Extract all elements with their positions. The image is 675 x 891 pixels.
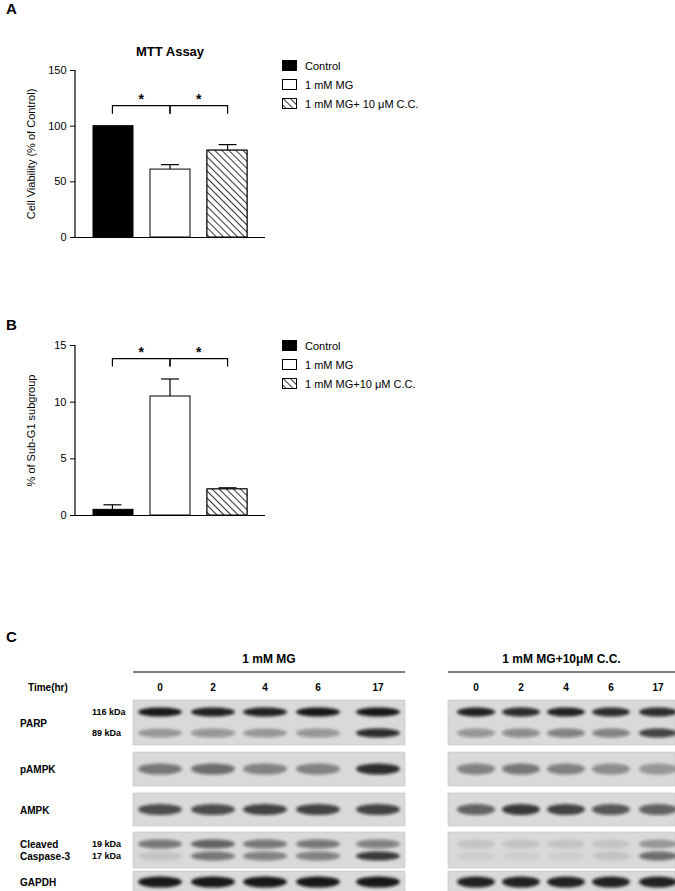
svg-text:6: 6: [315, 682, 321, 693]
svg-text:*: *: [138, 91, 144, 107]
html-text:A: A: [6, 0, 17, 17]
svg-text:50: 50: [54, 175, 66, 187]
svg-text:Cleaved: Cleaved: [20, 839, 58, 850]
svg-text:17: 17: [652, 682, 664, 693]
svg-text:% of Sub-G1 subgroup: % of Sub-G1 subgroup: [25, 375, 37, 487]
html-text:MTT Assay: MTT Assay: [135, 44, 205, 59]
svg-text:Cell Viability (% of Control): Cell Viability (% of Control): [25, 89, 37, 220]
svg-text:0: 0: [60, 231, 66, 243]
svg-text:AMPK: AMPK: [20, 805, 50, 816]
svg-text:Time(hr): Time(hr): [28, 682, 68, 693]
svg-text:10: 10: [54, 396, 66, 408]
svg-text:pAMPK: pAMPK: [20, 764, 56, 775]
svg-text:PARP: PARP: [20, 718, 47, 729]
svg-text:*: *: [138, 344, 144, 360]
svg-text:1 mM MG: 1 mM MG: [242, 652, 295, 666]
svg-text:0: 0: [473, 682, 479, 693]
html-text:1 mM MG+ 10 μM C.C.: 1 mM MG+ 10 μM C.C.: [305, 97, 419, 110]
html-text:1 mM MG+10 μM C.C.: 1 mM MG+10 μM C.C.: [305, 377, 416, 390]
html-text:1 mM MG: 1 mM MG: [305, 78, 354, 91]
svg-text:Caspase-3: Caspase-3: [20, 851, 70, 862]
svg-text:5: 5: [60, 452, 66, 464]
svg-text:17: 17: [372, 682, 384, 693]
svg-text:1 mM MG+10μM C.C.: 1 mM MG+10μM C.C.: [502, 652, 620, 666]
svg-text:4: 4: [563, 682, 569, 693]
html-text:1 mM MG: 1 mM MG: [305, 358, 354, 371]
svg-text:2: 2: [518, 682, 524, 693]
svg-text:0: 0: [157, 682, 163, 693]
html-text:Control: Control: [305, 59, 341, 72]
svg-text:6: 6: [608, 682, 614, 693]
svg-text:116 kDa: 116 kDa: [92, 707, 127, 717]
svg-text:0: 0: [60, 509, 66, 521]
svg-text:GAPDH: GAPDH: [20, 877, 56, 888]
html-text:Control: Control: [305, 339, 341, 352]
svg-text:4: 4: [262, 682, 268, 693]
html-text:C: C: [6, 628, 17, 645]
svg-text:19 kDa: 19 kDa: [92, 839, 122, 849]
svg-text:100: 100: [48, 120, 66, 132]
svg-text:2: 2: [210, 682, 216, 693]
svg-text:17 kDa: 17 kDa: [92, 851, 122, 861]
svg-text:*: *: [196, 344, 202, 360]
svg-text:*: *: [196, 91, 202, 107]
svg-text:15: 15: [54, 339, 66, 351]
svg-text:150: 150: [48, 64, 66, 76]
html-text:B: B: [6, 316, 17, 333]
svg-text:89 kDa: 89 kDa: [92, 728, 122, 738]
